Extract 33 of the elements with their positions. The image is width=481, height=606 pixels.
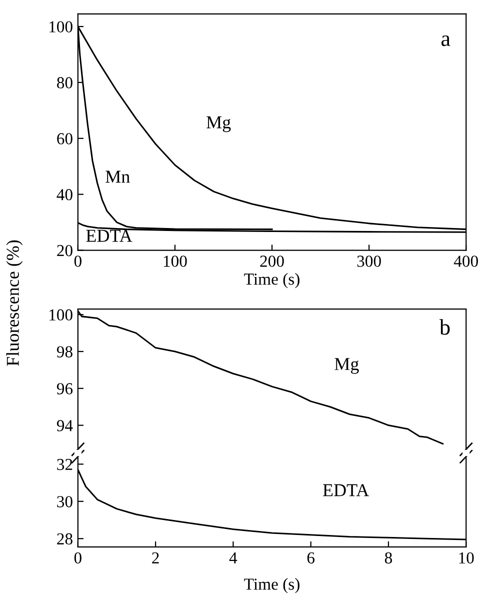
series-label: Mn [106, 170, 130, 183]
y-tick-label: 94 [56, 420, 73, 432]
text: EDTA [322, 484, 370, 496]
x-axis-title: Time (s) [244, 273, 300, 288]
x-tick-label: 0 [74, 256, 82, 267]
y-tick-label: 96 [56, 383, 73, 394]
x-tick-label: 10 [459, 552, 474, 564]
y-tick-label: 30 [57, 496, 72, 508]
x-tick-label: 6 [307, 552, 314, 564]
x-tick-label: 0 [74, 552, 82, 564]
x-tick-label: 4 [229, 552, 238, 564]
y-tick-label: 100 [50, 309, 72, 321]
y-axis-title: Fluorescence (%) [6, 240, 23, 366]
x-tick-label: 2 [152, 552, 159, 564]
y-tick-label: 100 [50, 21, 72, 32]
x-tick-label: 300 [357, 256, 381, 267]
x-axis-title: Time (s) [244, 578, 300, 594]
y-tick-label: 98 [56, 346, 72, 358]
series-label: Mg [334, 358, 359, 374]
x-tick-label: 200 [260, 256, 284, 267]
annotation: a [441, 35, 450, 46]
y-tick-label: 60 [57, 133, 72, 144]
x-tick-label: 8 [384, 552, 392, 564]
text: Mg [206, 116, 231, 132]
y-tick-label: 28 [57, 533, 72, 545]
x-tick-label: 100 [164, 256, 187, 267]
y-tick-label: 32 [57, 458, 72, 470]
y-tick-label: 40 [56, 189, 72, 200]
y-tick-label: 20 [57, 244, 72, 256]
annotation: b [439, 319, 450, 335]
y-tick-label: 80 [57, 77, 72, 88]
x-tick-label: 400 [454, 256, 478, 267]
series-label: EDTA [86, 230, 132, 242]
